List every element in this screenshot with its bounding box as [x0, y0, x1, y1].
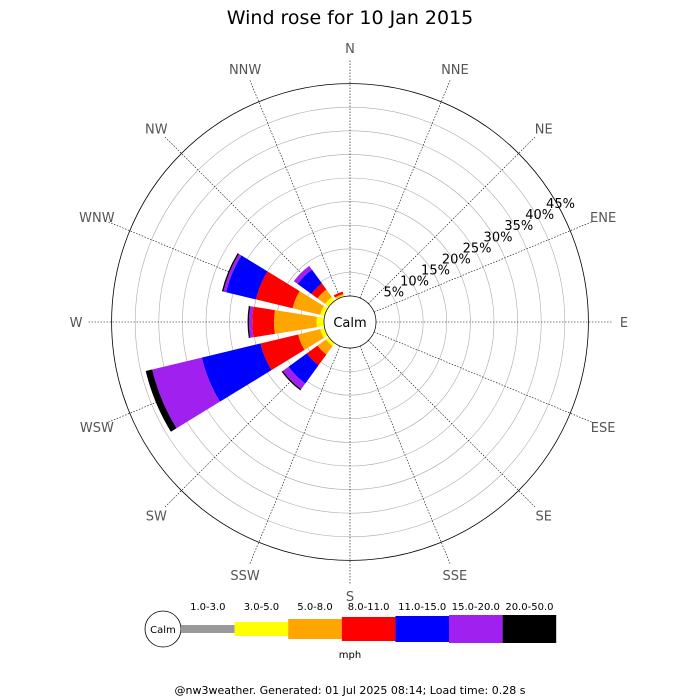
bar-segment-wsw-2 [298, 329, 324, 350]
bar-segment-nw-3 [311, 283, 327, 299]
direction-label-n: N [345, 42, 355, 57]
direction-labels: N NNE NE ENE E ESE SE SSE S SSW SW WSW W WNW NW NNW [70, 42, 629, 605]
bar-segment-sw-1 [325, 337, 335, 347]
bar-segment-w-5 [248, 306, 254, 338]
bar-segment-sw-2 [317, 339, 333, 355]
ring-label: 35% [504, 219, 533, 234]
calm-circle: Calm [323, 295, 377, 349]
direction-label-ene: ENE [590, 211, 616, 226]
bar-segment-wsw-1 [320, 328, 328, 339]
bar-wnw [221, 253, 328, 316]
legend-swatch-6 [502, 615, 557, 643]
direction-label-ssw: SSW [230, 569, 260, 584]
bar-segment-sw-6 [281, 370, 302, 391]
legend-label-0: 1.0-3.0 [190, 602, 225, 613]
legend-label-3: 8.0-11.0 [348, 602, 390, 613]
legend-label-6: 20.0-50.0 [505, 602, 553, 613]
ring-label: 20% [442, 253, 471, 268]
spoke-nnw [249, 79, 341, 299]
bar-segment-w-3 [252, 306, 275, 338]
ring-label: 45% [546, 197, 575, 212]
ring-label: 40% [525, 208, 554, 223]
bar-segment-nw-1 [325, 297, 335, 307]
ring-label: 25% [463, 241, 492, 256]
direction-label-w: W [70, 316, 83, 331]
legend-label-5: 15.0-20.0 [452, 602, 500, 613]
calm-ring [323, 295, 377, 349]
legend: Calm 1.0-3.0 3.0-5.0 5.0-8.0 8.0-11.0 11.0-15… [144, 602, 557, 661]
legend-swatch-3 [341, 617, 396, 641]
legend-swatch-5 [449, 615, 503, 643]
bar-segment-nw-2 [317, 289, 332, 304]
bar-sw [281, 337, 335, 391]
bar-segment-wsw-5 [152, 357, 220, 429]
bar-segment-wnw-1 [320, 305, 328, 316]
legend-swatch-2 [288, 619, 342, 639]
legend-swatch-4 [395, 616, 449, 642]
bar-segment-wsw-3 [260, 334, 305, 371]
footer-text: @nw3weather. Generated: 01 Jul 2025 08:1… [175, 684, 526, 697]
bar-segment-w-1 [316, 316, 325, 328]
bar-segment-wnw-3 [255, 271, 300, 309]
spoke-ne [368, 136, 536, 304]
bar-segment-wnw-6 [221, 253, 239, 292]
bar-segment-sw-3 [306, 345, 327, 366]
ring-label: 30% [484, 230, 513, 245]
spoke-nne [359, 79, 451, 299]
direction-label-sw: SW [146, 510, 167, 525]
direction-label-s: S [346, 590, 354, 605]
spoke-ese [373, 331, 593, 423]
legend-unit: mph [339, 650, 361, 661]
direction-label-nnw: NNW [229, 63, 261, 78]
bar-w [247, 305, 325, 339]
bar-segment-sw-5 [282, 366, 306, 390]
bar-segment-nw-4 [297, 269, 322, 294]
bar-segment-w-6 [247, 305, 251, 339]
bar-segment-wsw-4 [201, 343, 272, 402]
bar-segment-w-2 [273, 310, 317, 334]
wind-bars [145, 253, 344, 432]
direction-label-sse: SSE [443, 569, 468, 584]
ring-label: 10% [400, 275, 429, 290]
bar-wsw [145, 328, 328, 432]
direction-label-wnw: WNW [79, 211, 115, 226]
calm-label: Calm [333, 316, 366, 331]
direction-label-ne: NE [535, 122, 553, 137]
legend-swatch-0 [181, 625, 235, 633]
bar-segment-wsw-6 [145, 369, 177, 432]
grid-ring [134, 106, 566, 538]
direction-label-e: E [620, 316, 628, 331]
spoke-se [368, 340, 536, 508]
bar-segment-wnw-4 [226, 255, 268, 300]
spoke-sse [359, 345, 451, 565]
direction-label-nw: NW [145, 122, 168, 137]
spoke-ssw [249, 345, 341, 565]
bar-nw [293, 265, 335, 307]
legend-label-2: 5.0-8.0 [297, 602, 332, 613]
ring-label: 5% [383, 286, 404, 301]
legend-calm-label: Calm [150, 625, 176, 636]
bar-segment-nw-5 [293, 265, 312, 284]
spoke-ene [373, 221, 593, 313]
bar-segment-nnw-2 [334, 293, 344, 299]
bar-segment-nnw-3 [333, 291, 344, 298]
bar-segment-wnw-5 [223, 253, 242, 293]
grid-ring [111, 83, 589, 561]
bar-segment-wnw-2 [292, 291, 324, 315]
bar-segment-sw-4 [288, 353, 319, 384]
ring-labels: 5%10%15%20%25%30%35%40%45% [383, 197, 574, 301]
ring-label: 15% [421, 264, 450, 279]
direction-label-nne: NNE [441, 63, 469, 78]
legend-label-4: 11.0-15.0 [398, 602, 446, 613]
legend-swatch-1 [234, 622, 289, 636]
direction-label-se: SE [535, 510, 551, 525]
direction-label-wsw: WSW [80, 421, 114, 436]
direction-label-ese: ESE [591, 421, 616, 436]
chart-title: Wind rose for 10 Jan 2015 [227, 7, 474, 29]
legend-label-1: 3.0-5.0 [244, 602, 279, 613]
